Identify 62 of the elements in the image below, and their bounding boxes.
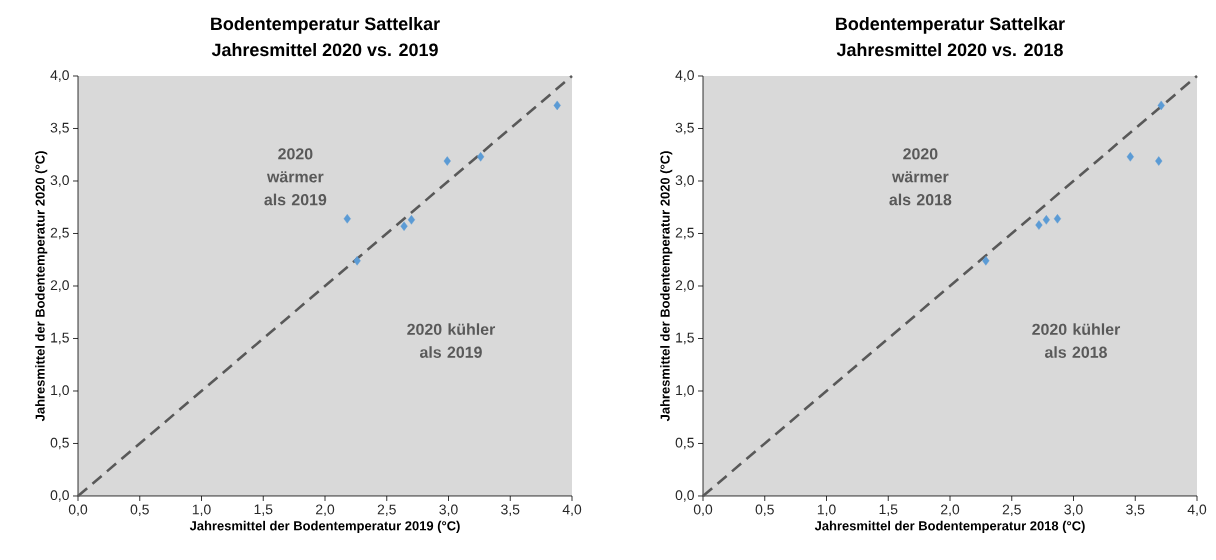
x-tick-label: 3,0 — [1064, 504, 1083, 517]
x-tick-label: 0,5 — [130, 504, 149, 517]
point — [477, 152, 485, 162]
x-tick-label: 1,0 — [817, 504, 836, 517]
x-tick-label: 4,0 — [562, 504, 582, 517]
y-tick-label: 0,5 — [50, 437, 69, 450]
x-tick-label: 3,5 — [1126, 504, 1145, 517]
point — [443, 156, 451, 166]
x-tick-label: 1,5 — [879, 504, 898, 516]
x-axis-title: Jahresmittel der Bodentemperatur 2019 (°C) — [189, 520, 460, 533]
x-tick-label: 3,0 — [439, 504, 458, 517]
y-tick-label: 0,0 — [50, 490, 69, 502]
y-tick-label: 3,0 — [675, 175, 694, 187]
x-tick-label: 0,5 — [755, 504, 774, 517]
y-axis-title: Jahresmittel der Bodentemperatur 2020 (°C) — [35, 151, 48, 422]
point — [353, 256, 361, 266]
point — [343, 214, 351, 224]
y-tick-label: 0,5 — [675, 437, 694, 450]
x-tick-label: 1,0 — [192, 504, 211, 517]
x-tick-label: 3,5 — [501, 504, 520, 517]
y-tick-label: 2,0 — [675, 280, 694, 292]
y-tick-label: 2,5 — [675, 227, 694, 240]
y-tick-label: 0,0 — [675, 490, 694, 502]
point — [1035, 220, 1043, 230]
y-tick-label: 2,5 — [50, 227, 69, 240]
x-tick-label: 4,0 — [1187, 504, 1207, 517]
point — [400, 221, 408, 231]
chart-title: Bodentemperatur Sattelkar — [836, 16, 1065, 34]
y-tick-label: 4,0 — [675, 70, 694, 82]
x-tick-label: 1,5 — [254, 504, 273, 516]
annotation: 2020 kühler als 2018 — [1032, 323, 1121, 358]
x-tick-label: 2,0 — [316, 504, 335, 517]
chart-subtitle: Jahresmittel 2020 vs. 2018 — [836, 42, 1063, 57]
y-tick-label: 1,0 — [51, 385, 69, 397]
point — [1157, 100, 1165, 111]
point — [407, 215, 416, 225]
point — [553, 100, 561, 111]
annotation: 2020 wärmer als 2019 — [264, 148, 327, 206]
x-axis-title: Jahresmittel der Bodentemperatur 2018 (°C) — [814, 520, 1085, 533]
x-tick-label: 2,5 — [377, 504, 396, 517]
annotation: 2020 kühler als 2019 — [407, 323, 496, 358]
chart-subtitle: Jahresmittel 2020 vs. 2019 — [211, 42, 438, 57]
y-tick-label: 4,0 — [50, 70, 69, 82]
point — [1053, 214, 1062, 224]
y-tick-label: 1,5 — [676, 332, 694, 345]
annotation: 2020 wärmer als 2018 — [889, 148, 952, 206]
x-tick-label: 2,0 — [941, 504, 960, 517]
y-tick-label: 1,0 — [676, 385, 694, 397]
y-axis-title: Jahresmittel der Bodentemperatur 2020 (°C) — [660, 151, 673, 422]
x-tick-label: 0,0 — [693, 504, 713, 517]
x-tick-label: 2,5 — [1002, 504, 1021, 517]
point — [1126, 152, 1134, 162]
y-tick-label: 1,5 — [51, 332, 69, 345]
y-tick-label: 3,5 — [675, 122, 694, 135]
x-tick-label: 0,0 — [68, 504, 88, 517]
y-tick-label: 2,0 — [50, 280, 69, 292]
y-tick-label: 3,0 — [50, 175, 69, 187]
point — [1155, 156, 1163, 166]
y-tick-label: 3,5 — [50, 122, 69, 135]
point — [982, 256, 990, 266]
chart-title: Bodentemperatur Sattelkar — [211, 16, 440, 34]
point — [1042, 215, 1050, 225]
